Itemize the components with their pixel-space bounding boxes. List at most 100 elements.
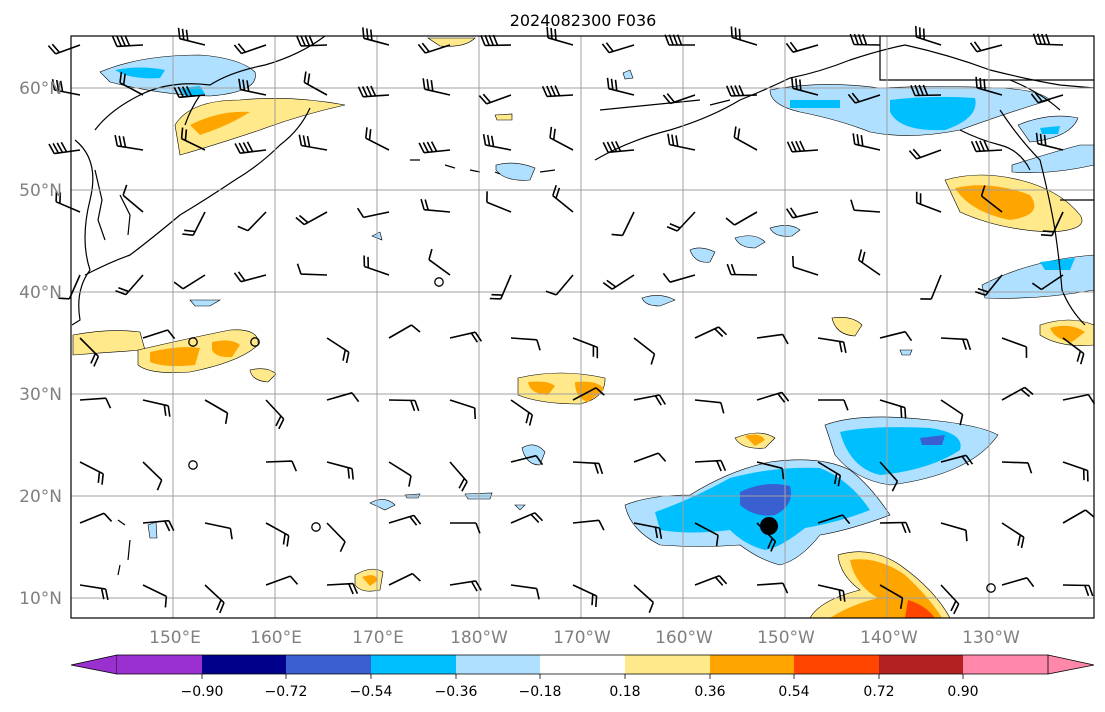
- wind-barb: [450, 522, 481, 534]
- lat-label: 40°N: [19, 283, 62, 303]
- colorbar-tick-label: −0.36: [435, 684, 478, 700]
- wind-barb: [908, 148, 942, 160]
- wind-barb: [326, 392, 360, 403]
- wind-barb: [879, 330, 913, 342]
- wind-barb: [879, 584, 904, 610]
- wind-barb: [849, 33, 881, 46]
- wind-barb: [817, 337, 847, 354]
- wind-barb: [857, 249, 881, 276]
- wind-barb: [694, 399, 725, 414]
- wind-barb: [1001, 522, 1025, 549]
- wind-barb: [237, 211, 267, 232]
- wind-barb: [694, 326, 728, 339]
- wind-barb: [449, 580, 482, 592]
- latitude-labels: 60°N 50°N 40°N 30°N 20°N 10°N: [19, 79, 62, 609]
- wind-barb: [51, 79, 81, 96]
- wind-barbs: [47, 25, 1096, 615]
- wind-barb: [1031, 274, 1064, 291]
- wind-barb: [119, 71, 144, 96]
- wind-barb: [791, 77, 819, 96]
- wind-barb: [418, 141, 451, 154]
- wind-barb: [115, 274, 144, 296]
- wind-barb: [238, 78, 267, 96]
- wind-barb: [756, 461, 785, 480]
- wind-barb: [420, 198, 451, 213]
- lon-label: 140°W: [860, 628, 918, 648]
- wind-barb: [55, 190, 81, 213]
- wind-barb: [785, 41, 819, 53]
- storm-center-marker: [760, 517, 778, 535]
- wind-barb: [667, 133, 696, 151]
- wind-barb: [114, 134, 144, 151]
- wind-barb: [480, 34, 512, 47]
- wind-barb: [852, 133, 881, 151]
- lon-label: 130°W: [962, 628, 1020, 648]
- wind-barb: [1001, 386, 1034, 401]
- wind-barb: [786, 140, 819, 153]
- wind-barb: [915, 191, 942, 213]
- colorbar-segment: [286, 655, 371, 674]
- wind-barb: [142, 461, 163, 491]
- wind-barb: [633, 452, 667, 463]
- colorbar-tick-label: −0.72: [265, 684, 308, 700]
- chart-title: 2024082300 F036: [510, 11, 657, 30]
- wind-barb: [1001, 337, 1028, 358]
- wind-barb: [915, 25, 942, 46]
- wind-barb: [606, 77, 635, 96]
- wind-barb: [173, 85, 206, 99]
- wind-barb: [756, 391, 790, 403]
- calm-circle: [250, 337, 260, 347]
- wind-barb: [602, 274, 635, 290]
- wind-barb: [204, 399, 229, 425]
- calm-circle: [311, 522, 321, 532]
- wind-barb: [142, 329, 176, 340]
- wind-barb: [633, 394, 666, 406]
- lat-label: 10°N: [19, 589, 62, 609]
- colorbar-segment: [794, 655, 879, 674]
- colorbar-tick-label: −0.54: [350, 684, 393, 700]
- wind-barb: [817, 461, 842, 487]
- colorbar-segment: [202, 655, 286, 674]
- wind-barb: [362, 27, 390, 46]
- wind-barb: [265, 460, 298, 472]
- wind-barb: [177, 27, 206, 46]
- wind-barb: [478, 93, 512, 105]
- wind-barb: [388, 514, 422, 526]
- wind-barb: [265, 522, 290, 547]
- lat-label: 50°N: [19, 181, 62, 201]
- colorbar-tick-label: 0.54: [778, 684, 809, 700]
- lon-label: 150°W: [757, 628, 815, 648]
- wind-barb: [303, 71, 328, 96]
- wind-barb: [122, 184, 144, 213]
- wind-barb: [920, 274, 942, 300]
- wind-barb: [111, 35, 144, 48]
- wind-barb: [611, 211, 635, 237]
- wind-barb: [633, 337, 656, 365]
- wind-barb: [79, 337, 100, 367]
- wind-barb: [1035, 132, 1064, 151]
- wind-barb: [552, 184, 574, 213]
- wind-barb: [662, 272, 696, 283]
- wind-barb: [326, 582, 359, 595]
- wind-barb: [428, 248, 451, 276]
- wind-barb: [694, 459, 727, 472]
- wind-barb: [879, 461, 899, 492]
- colorbar-tick-label: −0.90: [181, 684, 224, 700]
- wind-barb: [180, 127, 206, 151]
- wind-barb: [756, 582, 789, 594]
- wind-barb: [489, 274, 512, 300]
- wind-barb: [974, 274, 1003, 296]
- wind-barb: [602, 140, 635, 154]
- wind-barb: [940, 337, 972, 351]
- wind-barb: [388, 399, 420, 412]
- wind-barb: [142, 519, 175, 532]
- calm-circle: [986, 583, 996, 593]
- wind-barb: [47, 43, 81, 55]
- wind-barb: [388, 461, 412, 487]
- lon-label: 170°W: [553, 628, 611, 648]
- lat-label: 60°N: [19, 79, 62, 99]
- wind-barb: [265, 399, 285, 430]
- wind-barb: [79, 584, 109, 601]
- wind-barb: [510, 512, 544, 524]
- wind-barb: [541, 85, 574, 98]
